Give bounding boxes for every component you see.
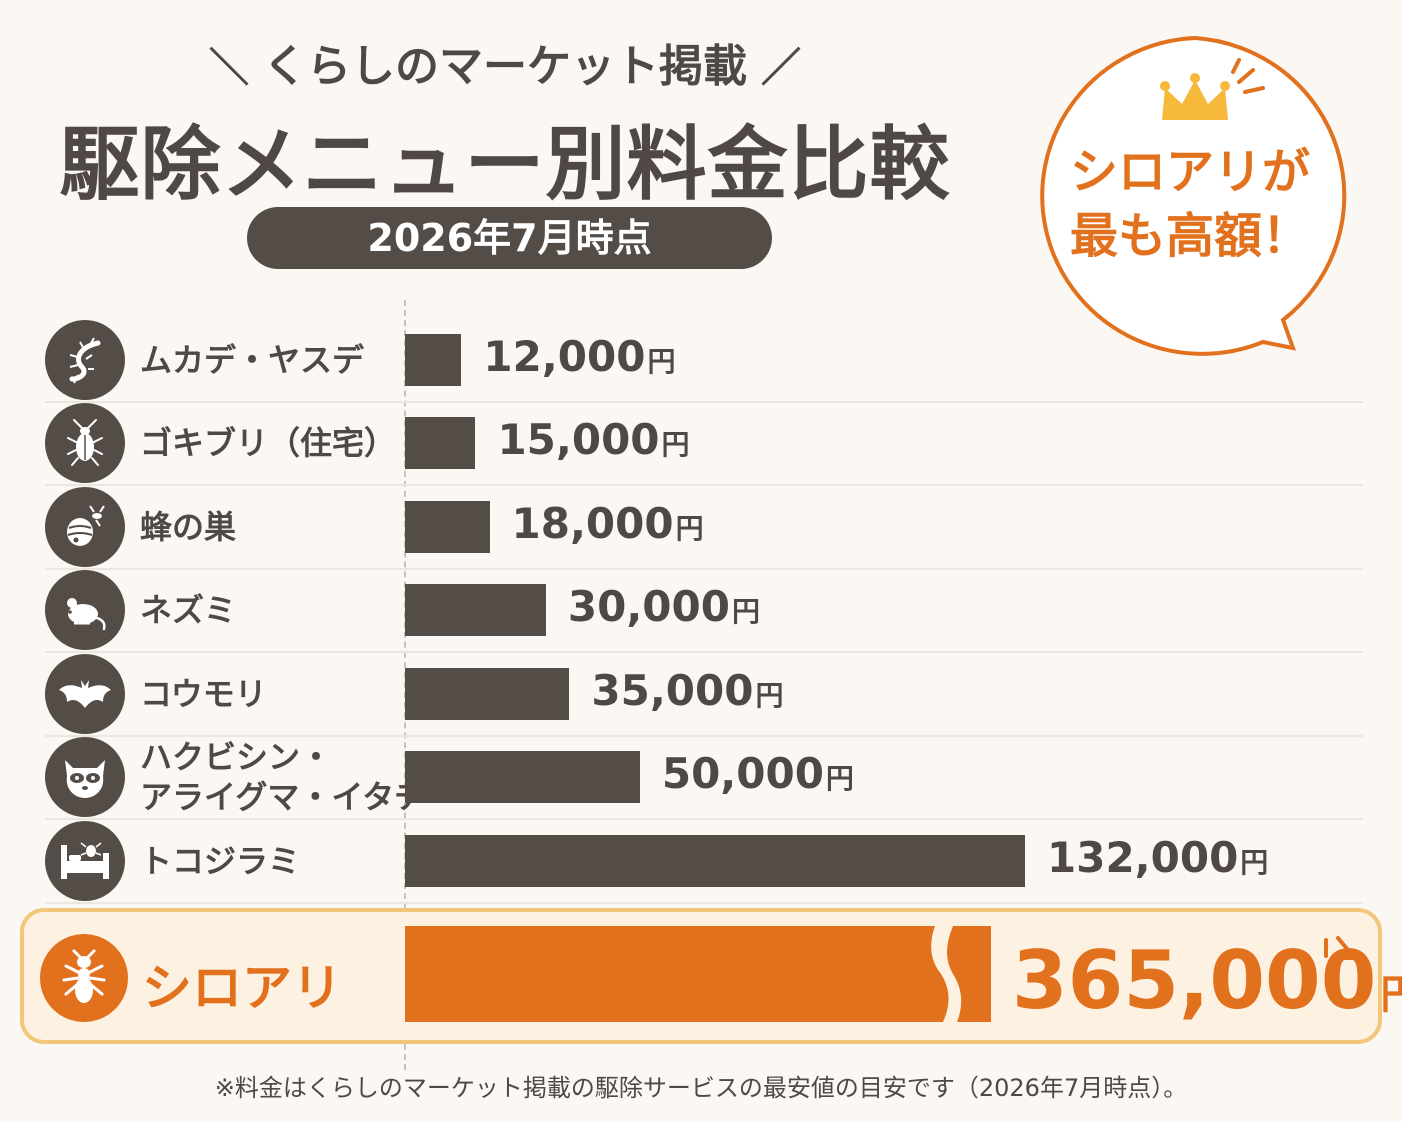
category-label: コウモリ — [140, 674, 267, 714]
category-label-line: トコジラミ — [140, 841, 301, 880]
date-badge: 2026年7月時点 — [247, 207, 772, 269]
mouse-icon — [45, 570, 125, 651]
row-separator — [45, 901, 1363, 904]
category-label: ゴキブリ（住宅） — [140, 423, 396, 463]
value-number: 35,000 — [591, 665, 754, 715]
category-label-line: アライグマ・イタチ — [140, 778, 427, 817]
row-separator — [45, 734, 1363, 737]
bar — [405, 500, 490, 553]
category-label-line: ネズミ — [140, 591, 237, 630]
row-separator — [45, 818, 1363, 820]
footnote: ※料金はくらしのマーケット掲載の駆除サービスの最安値の目安です（2026年7月時… — [214, 1074, 1188, 1102]
category-label: ムカデ・ヤスデ — [140, 340, 364, 380]
bar — [405, 834, 1025, 887]
category-label: トコジラミ — [140, 841, 300, 881]
value-unit: 円 — [731, 595, 760, 629]
category-label-line: コウモリ — [140, 674, 267, 713]
category-label-line: ゴキブリ（住宅） — [140, 424, 397, 463]
row-separator — [45, 567, 1363, 570]
value-number: 12,000 — [483, 331, 646, 381]
bat-icon — [45, 653, 125, 734]
cockroach-icon — [45, 403, 125, 484]
value-label: 35,000円 — [591, 666, 783, 715]
value-label: 12,000円 — [483, 332, 675, 381]
row-separator — [45, 400, 1363, 403]
hornet-nest-icon — [45, 486, 125, 567]
bar — [405, 333, 462, 386]
value-number: 30,000 — [567, 582, 730, 632]
value-number: 18,000 — [511, 498, 674, 548]
bar — [405, 751, 640, 804]
value-label: 15,000円 — [497, 415, 689, 464]
bar — [405, 584, 546, 637]
highlight-label: シロアリ — [142, 959, 342, 1017]
value-unit: 円 — [647, 344, 676, 378]
callout-text: シロアリが 最も高額！ — [1040, 140, 1340, 268]
sparkle-icon — [1324, 936, 1360, 960]
subtitle-text: くらしのマーケット掲載 — [263, 41, 747, 92]
value-label: 50,000円 — [662, 749, 854, 798]
value-label: 132,000円 — [1047, 833, 1268, 882]
value-number: 50,000 — [661, 749, 824, 799]
value-unit: 円 — [755, 678, 784, 712]
value-label: 18,000円 — [512, 499, 704, 548]
value-unit: 円 — [675, 511, 704, 545]
highlight-value-unit: 円 — [1380, 972, 1402, 1018]
callout-bubble — [1040, 35, 1347, 356]
value-unit: 円 — [661, 428, 690, 462]
row-separator — [45, 651, 1363, 653]
highlight-value-number: 365,000 — [1012, 934, 1377, 1027]
callout-line-2: 最も高額！ — [1069, 208, 1310, 264]
value-unit: 円 — [825, 762, 854, 796]
crown-icon — [1160, 58, 1265, 120]
category-label-line: ムカデ・ヤスデ — [140, 340, 365, 379]
termite-icon — [40, 934, 128, 1022]
highlight-bar — [405, 926, 991, 1022]
category-label: ハクビシン・ アライグマ・イタチ — [140, 737, 426, 817]
slash-left-icon: ＼ — [209, 45, 249, 91]
category-label: 蜂の巣 — [140, 507, 236, 547]
value-number: 15,000 — [497, 415, 660, 465]
bedbug-icon — [45, 820, 125, 901]
chart-title: 駆除メニュー別料金比較 — [59, 118, 951, 211]
raccoon-icon — [45, 737, 125, 818]
row-separator — [45, 484, 1363, 486]
value-label: 30,000円 — [568, 582, 760, 631]
centipede-icon — [45, 319, 125, 400]
bar — [405, 667, 570, 720]
subtitle: ＼ くらしのマーケット掲載 ／ — [0, 30, 1010, 94]
value-number: 132,000 — [1047, 832, 1239, 882]
highlight-bar-segment-2 — [947, 926, 991, 1022]
highlight-bar-segment-1 — [405, 926, 949, 1022]
highlight-value: 365,000 円 — [1012, 934, 1402, 1027]
value-unit: 円 — [1240, 845, 1269, 879]
bar — [405, 417, 476, 470]
category-label-line: ハクビシン・ — [140, 738, 333, 777]
category-label-line: 蜂の巣 — [140, 507, 237, 546]
category-label: ネズミ — [140, 590, 236, 630]
callout-line-1: シロアリが — [1069, 144, 1310, 200]
slash-right-icon: ／ — [761, 45, 801, 91]
